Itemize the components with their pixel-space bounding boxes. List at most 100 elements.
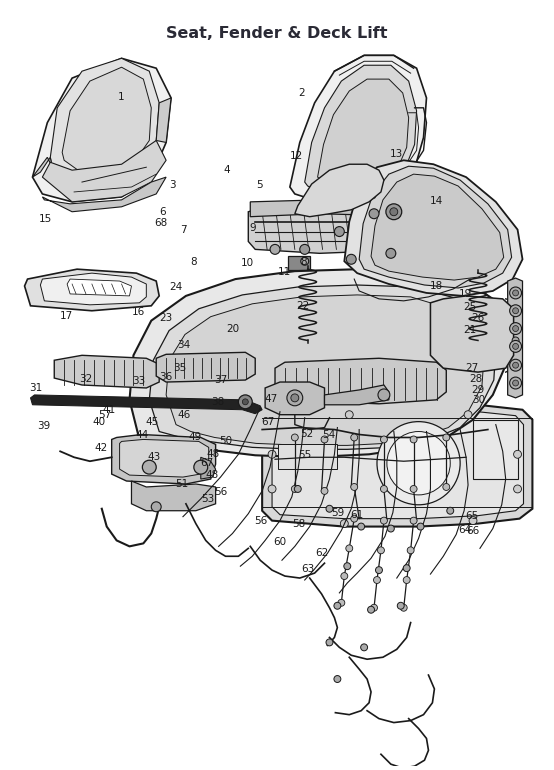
Text: 49: 49	[188, 432, 201, 442]
Circle shape	[464, 410, 472, 419]
Text: 35: 35	[173, 363, 186, 373]
Text: 62: 62	[315, 547, 329, 557]
Polygon shape	[40, 273, 146, 305]
Circle shape	[512, 326, 519, 332]
Circle shape	[351, 515, 358, 522]
Text: 6: 6	[160, 207, 166, 217]
Circle shape	[410, 436, 417, 443]
Circle shape	[369, 209, 379, 219]
Polygon shape	[62, 67, 151, 170]
Circle shape	[410, 517, 417, 524]
Circle shape	[512, 337, 519, 344]
Text: 36: 36	[160, 373, 173, 383]
Circle shape	[510, 340, 521, 353]
Text: 18: 18	[429, 281, 443, 291]
Text: 60: 60	[274, 537, 287, 547]
Text: 50: 50	[219, 437, 232, 447]
Circle shape	[447, 507, 454, 514]
Circle shape	[510, 287, 521, 299]
Circle shape	[510, 377, 521, 389]
Circle shape	[510, 323, 521, 334]
Polygon shape	[166, 295, 484, 445]
Circle shape	[514, 450, 521, 458]
Circle shape	[321, 487, 328, 494]
Text: 45: 45	[145, 417, 158, 427]
Polygon shape	[290, 55, 427, 204]
Polygon shape	[156, 98, 171, 142]
Text: 41: 41	[102, 405, 116, 415]
Text: 31: 31	[29, 383, 42, 393]
Circle shape	[397, 602, 404, 609]
Circle shape	[443, 484, 450, 490]
Circle shape	[403, 577, 410, 584]
Polygon shape	[371, 174, 504, 280]
Circle shape	[326, 639, 333, 646]
Circle shape	[469, 517, 477, 524]
Text: 51: 51	[175, 479, 188, 489]
Circle shape	[510, 360, 521, 371]
Circle shape	[443, 434, 450, 441]
Circle shape	[341, 573, 348, 580]
Text: 39: 39	[37, 421, 50, 431]
Circle shape	[376, 567, 382, 574]
Text: 44: 44	[136, 430, 148, 440]
Circle shape	[351, 484, 358, 490]
Circle shape	[368, 606, 375, 613]
Polygon shape	[33, 59, 171, 202]
Polygon shape	[305, 65, 417, 195]
Bar	[473, 420, 517, 479]
Circle shape	[346, 254, 356, 264]
Circle shape	[268, 450, 276, 458]
Polygon shape	[42, 177, 166, 212]
Text: 65: 65	[465, 511, 479, 521]
Circle shape	[387, 431, 450, 495]
Polygon shape	[33, 157, 52, 177]
Polygon shape	[262, 402, 532, 527]
Circle shape	[294, 485, 301, 492]
Polygon shape	[30, 395, 262, 413]
Circle shape	[334, 602, 341, 609]
Circle shape	[512, 308, 519, 313]
Text: 25: 25	[464, 303, 476, 313]
Text: 59: 59	[331, 508, 344, 518]
Text: 26: 26	[471, 313, 484, 323]
Text: 37: 37	[214, 376, 228, 386]
Circle shape	[510, 305, 521, 316]
Text: 12: 12	[290, 152, 303, 162]
Polygon shape	[67, 279, 131, 296]
Text: 56: 56	[214, 487, 228, 497]
Text: 66: 66	[466, 527, 480, 537]
Circle shape	[335, 226, 345, 236]
Circle shape	[514, 485, 521, 493]
Polygon shape	[265, 382, 325, 415]
Polygon shape	[272, 410, 524, 519]
Text: 63: 63	[301, 564, 314, 574]
Polygon shape	[359, 166, 512, 288]
Text: 30: 30	[472, 395, 485, 405]
Text: 8: 8	[300, 257, 306, 267]
Circle shape	[268, 485, 276, 493]
Text: 15: 15	[39, 214, 52, 224]
Polygon shape	[24, 270, 159, 311]
Bar	[278, 444, 337, 469]
Text: 61: 61	[351, 510, 363, 520]
Text: 2: 2	[299, 88, 305, 98]
Circle shape	[410, 485, 417, 492]
Circle shape	[512, 362, 519, 368]
Circle shape	[390, 208, 398, 216]
Polygon shape	[275, 358, 447, 403]
Polygon shape	[317, 79, 409, 187]
Polygon shape	[112, 434, 216, 484]
Text: 4: 4	[223, 165, 230, 175]
Text: 24: 24	[170, 283, 183, 293]
Circle shape	[344, 563, 351, 570]
Circle shape	[326, 505, 333, 512]
Polygon shape	[248, 207, 430, 253]
Circle shape	[242, 399, 248, 405]
Circle shape	[407, 547, 414, 554]
Polygon shape	[156, 353, 255, 382]
Circle shape	[351, 434, 358, 441]
Circle shape	[371, 604, 377, 611]
Text: 3: 3	[170, 180, 176, 190]
Circle shape	[386, 204, 402, 219]
